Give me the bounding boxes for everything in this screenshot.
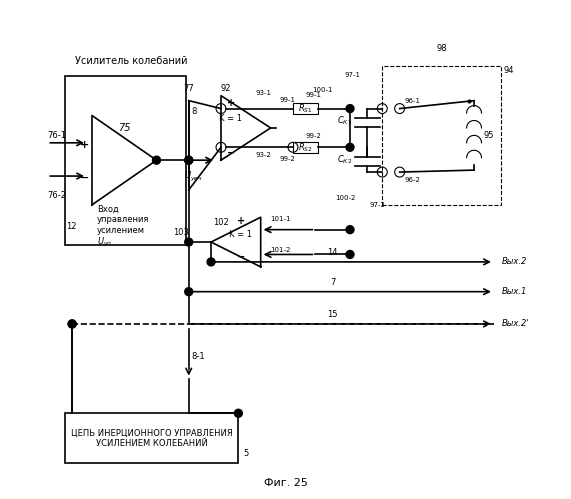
Circle shape	[346, 143, 354, 151]
Text: ЦЕПЬ ИНЕРЦИОННОГО УПРАВЛЕНИЯ
УСИЛЕНИЕМ КОЛЕБАНИЙ: ЦЕПЬ ИНЕРЦИОННОГО УПРАВЛЕНИЯ УСИЛЕНИЕМ К…	[71, 428, 232, 448]
Text: 95: 95	[484, 131, 494, 140]
Text: 96-1: 96-1	[405, 98, 421, 104]
Bar	[293, 142, 317, 153]
Text: 98: 98	[436, 44, 447, 53]
Text: 8-1: 8-1	[191, 352, 205, 361]
Circle shape	[152, 156, 160, 164]
Text: 12: 12	[66, 222, 77, 231]
Text: $C_{К1}$: $C_{К1}$	[337, 115, 352, 127]
Text: $R_{S1}$: $R_{S1}$	[298, 102, 313, 115]
Circle shape	[185, 288, 192, 295]
Text: 92: 92	[221, 84, 231, 93]
Bar	[65, 76, 186, 245]
Circle shape	[207, 258, 215, 266]
Text: 100-1: 100-1	[312, 87, 333, 93]
Circle shape	[346, 226, 354, 234]
Text: Усилитель колебаний: Усилитель колебаний	[75, 56, 187, 66]
Text: Вых.1: Вых.1	[501, 287, 526, 296]
Text: 76-2: 76-2	[47, 191, 66, 200]
Text: 101-1: 101-1	[270, 216, 291, 222]
Text: 8: 8	[191, 107, 196, 116]
Text: 103: 103	[173, 228, 189, 237]
Text: −: −	[227, 148, 235, 158]
Text: K = 1: K = 1	[219, 113, 243, 122]
Text: 99-2: 99-2	[279, 156, 295, 162]
Text: 99-1: 99-1	[305, 92, 321, 98]
Text: +: +	[227, 98, 235, 108]
Circle shape	[68, 320, 76, 328]
Text: 96-2: 96-2	[405, 177, 420, 183]
Text: 97-2: 97-2	[369, 203, 385, 209]
Text: 93-2: 93-2	[256, 152, 272, 158]
Text: Вых.2: Вых.2	[501, 257, 526, 266]
Text: +: +	[80, 140, 89, 150]
Text: 97-1: 97-1	[344, 72, 360, 78]
Text: Фиг. 25: Фиг. 25	[264, 478, 307, 488]
Bar	[293, 103, 317, 114]
Circle shape	[346, 250, 354, 258]
Text: $C_{К2}$: $C_{К2}$	[337, 153, 352, 166]
Text: 99-1: 99-1	[279, 97, 295, 103]
Text: 14: 14	[327, 248, 338, 257]
Text: 15: 15	[327, 310, 338, 319]
Text: Вход
управления
усилением
$U_{уп}$: Вход управления усилением $U_{уп}$	[97, 205, 149, 250]
Text: 76-1: 76-1	[47, 131, 66, 140]
Circle shape	[346, 105, 354, 113]
Circle shape	[185, 156, 192, 164]
Text: −: −	[80, 173, 89, 183]
Circle shape	[185, 156, 192, 164]
Text: 5: 5	[243, 449, 248, 458]
Text: $R_{S2}$: $R_{S2}$	[298, 141, 313, 154]
Text: 102: 102	[213, 218, 229, 227]
Text: 94: 94	[504, 66, 514, 75]
Text: 101-2: 101-2	[270, 247, 291, 253]
Text: $\dot{U}_{увч}$: $\dot{U}_{увч}$	[184, 168, 202, 184]
Text: 100-2: 100-2	[335, 195, 355, 201]
Text: Вых.2': Вых.2'	[501, 319, 529, 328]
Circle shape	[185, 238, 192, 246]
Text: 7: 7	[330, 278, 335, 287]
Text: 99-2: 99-2	[305, 133, 321, 139]
Text: +: +	[237, 216, 245, 226]
Circle shape	[68, 320, 76, 328]
Text: −: −	[237, 252, 245, 262]
Bar	[382, 66, 501, 205]
Bar	[65, 413, 238, 463]
Circle shape	[234, 409, 242, 417]
Text: 93-1: 93-1	[256, 90, 272, 96]
Text: K = 1: K = 1	[230, 230, 252, 239]
Text: 75: 75	[118, 123, 131, 133]
Text: 77: 77	[183, 84, 194, 93]
